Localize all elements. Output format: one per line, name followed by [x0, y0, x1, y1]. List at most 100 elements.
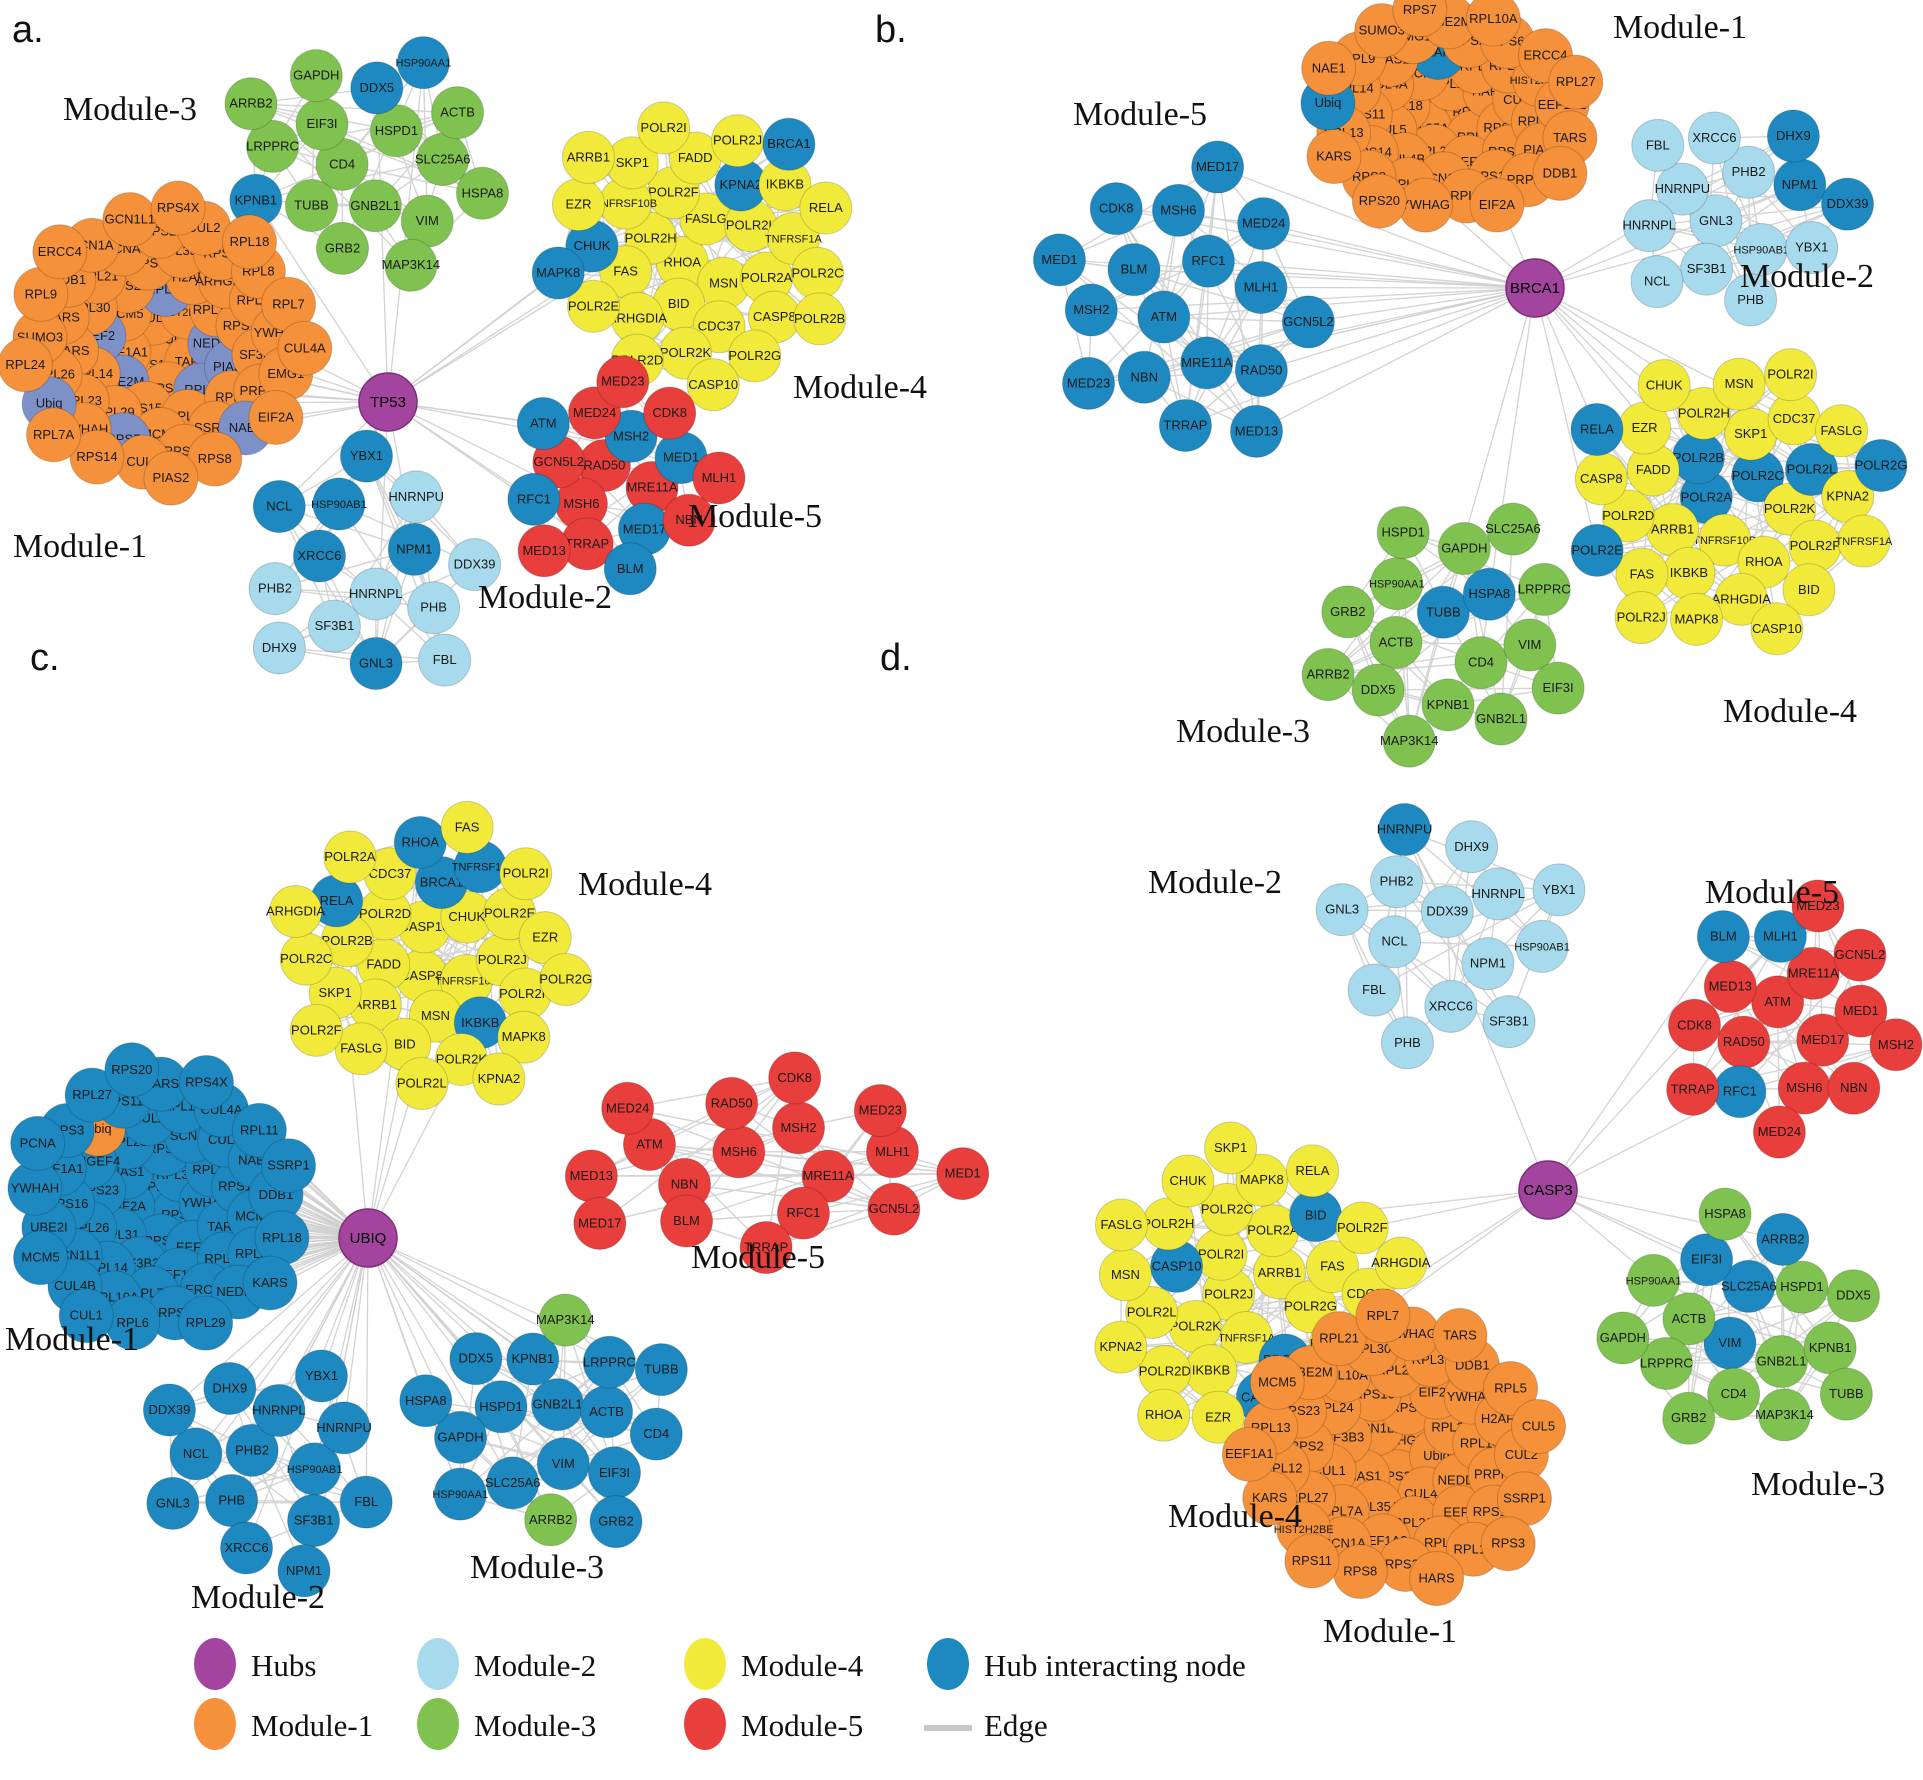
node-label: BLM — [673, 1213, 700, 1228]
node-label: POLR2J — [713, 133, 762, 148]
node-label: SKP1 — [616, 155, 649, 170]
node-label: GNB2L1 — [1476, 711, 1526, 726]
legend-swatch-interacting — [927, 1638, 969, 1690]
node-label: MAPK8 — [502, 1029, 546, 1044]
node-label: POLR2C — [1732, 468, 1784, 483]
node-label: VIM — [1718, 1335, 1741, 1350]
node-label: LRPPRC — [1518, 581, 1571, 596]
node-label: FAS — [1630, 566, 1655, 581]
node-label: MSH2 — [613, 428, 649, 443]
node-label: ARRB1 — [1258, 1265, 1301, 1280]
node-label: MED13 — [522, 543, 565, 558]
node-label: DHX9 — [262, 640, 297, 655]
module-label-module-5: Module-5 — [688, 498, 822, 535]
node-label: LRPPRC — [583, 1354, 636, 1369]
node-label: DDB1 — [1543, 165, 1578, 180]
module-label-module-1: Module-1 — [5, 1321, 139, 1358]
node-label: MED23 — [859, 1103, 902, 1118]
node-label: BLM — [1710, 929, 1737, 944]
node-label: YWHAG — [1401, 197, 1450, 212]
node-label: ACTB — [1672, 1311, 1707, 1326]
node-label: SKP1 — [319, 985, 352, 1000]
node-label: MAP3K14 — [1755, 1407, 1814, 1422]
node-label: ARRB2 — [229, 96, 272, 111]
node-label: POLR2A — [741, 270, 793, 285]
node-label: ATM — [1764, 994, 1790, 1009]
module-label-module-1: Module-1 — [1323, 1613, 1457, 1650]
node-label: POLR2K — [1764, 501, 1816, 516]
node-label: MED13 — [1235, 423, 1278, 438]
node-label: NCL — [266, 499, 292, 514]
node-label: MSH2 — [1878, 1037, 1914, 1052]
node-label: SLC25A6 — [415, 151, 471, 166]
node-label: TARS — [1553, 130, 1587, 145]
node-label: RELA — [1295, 1163, 1329, 1178]
legend-label: Hub interacting node — [984, 1648, 1246, 1683]
module-label-module-4: Module-4 — [1168, 1498, 1302, 1535]
node-label: GRB2 — [1330, 604, 1365, 619]
module-label-module-3: Module-3 — [470, 1549, 604, 1586]
panel-c: CASP8CASP10TNFRSF10BFADDCHUKMSNPOLR2DPOL… — [5, 637, 989, 1616]
node-label: POLR2I — [1198, 1246, 1244, 1261]
node-label: MLH1 — [875, 1144, 910, 1159]
node-label: MSH6 — [563, 496, 599, 511]
node-label: MLH1 — [702, 470, 737, 485]
node-label: MSN — [421, 1008, 450, 1023]
node-label: MRE11A — [1788, 965, 1839, 980]
hub-label: TP53 — [370, 394, 406, 411]
node-label: RHOA — [1745, 554, 1783, 569]
node-label: KPNA2 — [1099, 1339, 1142, 1354]
node-label: YBX1 — [1542, 882, 1575, 897]
node-label: RPL11 — [240, 1122, 279, 1137]
node-label: HNRNPU — [316, 1420, 372, 1435]
legend-swatch-module3 — [417, 1698, 459, 1750]
node-label: MED24 — [573, 405, 616, 420]
node-label: RPS14 — [76, 449, 117, 464]
node-label: ARRB2 — [1306, 667, 1349, 682]
node-label: DDX39 — [454, 557, 496, 572]
node-label: FASLG — [340, 1041, 382, 1056]
node-label: VIM — [552, 1456, 575, 1471]
node-label: POLR2F — [1337, 1220, 1388, 1235]
node-label: GNL3 — [1699, 213, 1733, 228]
legend-swatch-module4 — [684, 1638, 726, 1690]
node-label: EIF2A — [258, 409, 294, 424]
node-label: Ubiq — [1315, 95, 1342, 110]
node-label: CDC37 — [698, 319, 741, 334]
node-label: MAPK8 — [536, 265, 580, 280]
node-label: RAD50 — [1240, 363, 1282, 378]
node-label: KPNA2 — [478, 1071, 521, 1086]
node-label: PHB — [218, 1493, 245, 1508]
node-label: NBN — [1131, 369, 1158, 384]
node-label: NPM1 — [396, 541, 432, 556]
node-label: EZR — [1632, 420, 1658, 435]
node-label: HSP90AB1 — [287, 1464, 343, 1476]
node-label: HSPA8 — [1704, 1206, 1746, 1221]
hub-spoke — [1261, 287, 1535, 288]
node-label: MSH6 — [721, 1144, 757, 1159]
node-label: DDX5 — [359, 80, 394, 95]
node-label: FBL — [354, 1494, 378, 1509]
node-label: RFC1 — [1723, 1084, 1757, 1099]
node-label: HNRNPL — [1472, 886, 1525, 901]
node-label: KARS — [252, 1275, 288, 1290]
node-label: EIF3I — [599, 1465, 630, 1480]
node-label: HNRNPU — [1655, 181, 1711, 196]
node-label: POLR2I — [1767, 367, 1813, 382]
node-label: HNRNPL — [1623, 218, 1676, 233]
node-label: PHB — [1394, 1035, 1421, 1050]
node-label: POLR2C — [792, 265, 844, 280]
node-label: NAE1 — [1312, 60, 1346, 75]
node-label: MRE11A — [1181, 355, 1232, 370]
node-label: MED1 — [945, 1166, 981, 1181]
node-label: POLR2H — [625, 230, 677, 245]
hub-label: CASP3 — [1523, 1182, 1572, 1199]
module-label-module-2: Module-2 — [478, 579, 612, 616]
node-label: GCN5L2 — [1283, 314, 1334, 329]
node-label: ARRB1 — [1651, 522, 1694, 537]
node-label: BID — [394, 1036, 416, 1051]
node-label: SSRP1 — [1503, 1491, 1546, 1506]
node-label: GAPDH — [1441, 540, 1487, 555]
module-label-module-3: Module-3 — [1751, 1466, 1885, 1503]
